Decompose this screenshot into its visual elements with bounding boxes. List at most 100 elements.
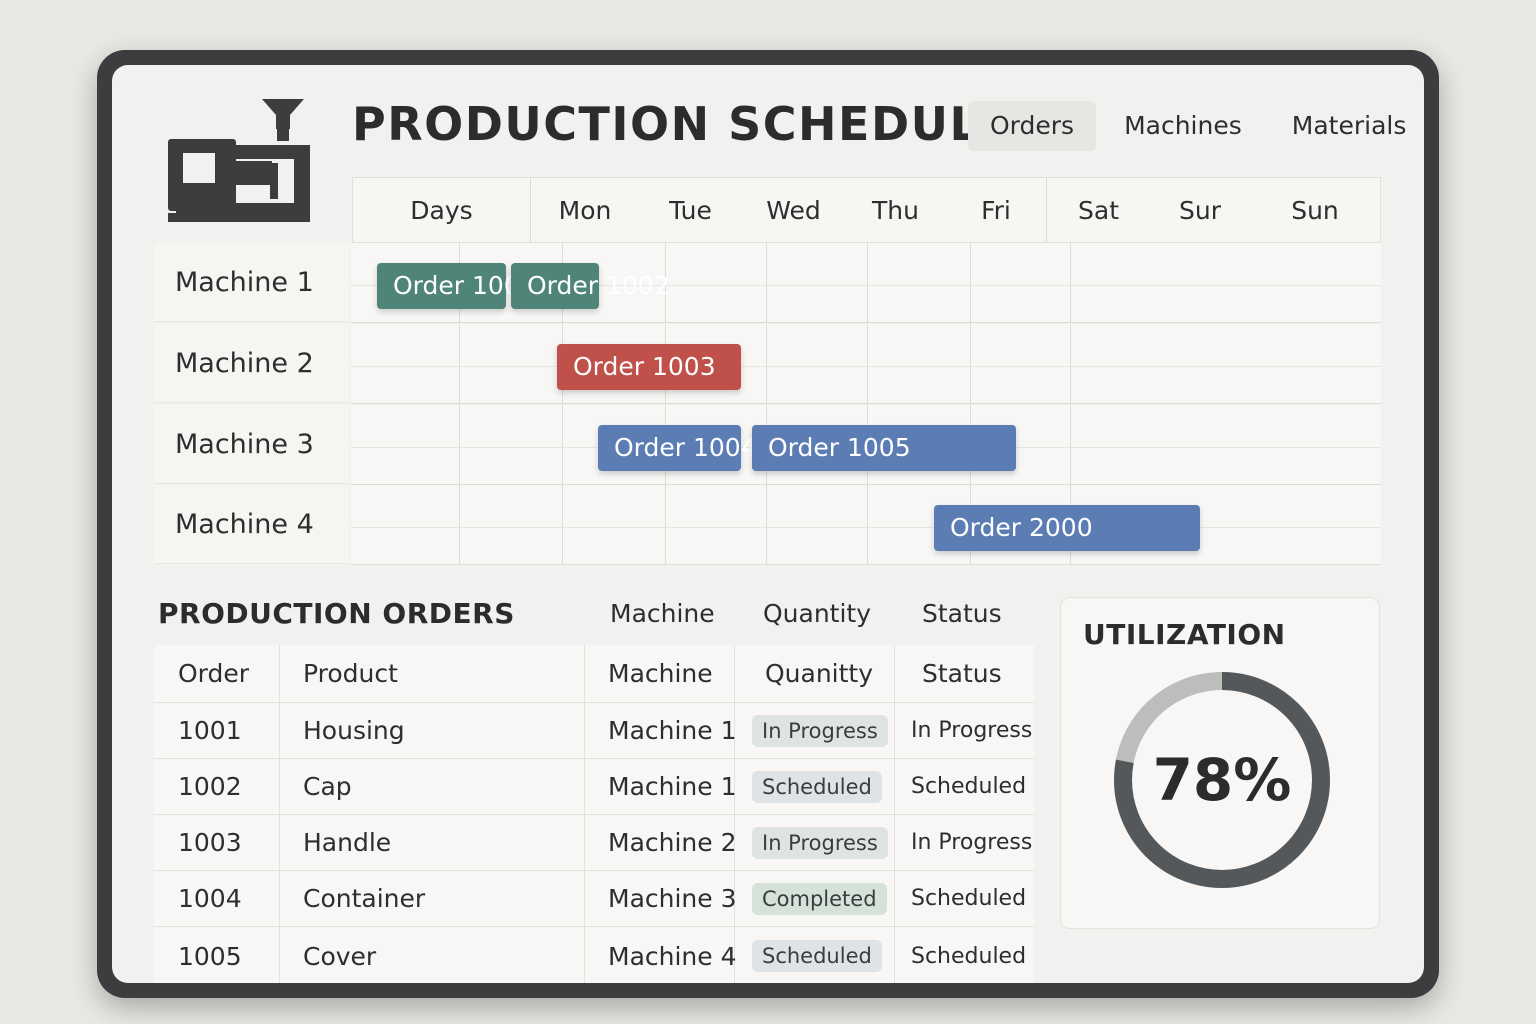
column-header-status[interactable]: Status xyxy=(922,659,1002,688)
product-name: Handle xyxy=(303,828,392,857)
badge-cell: Completed xyxy=(752,871,887,926)
product-name: Cap xyxy=(303,772,352,801)
day-header-wed: Wed xyxy=(766,196,821,225)
day-header-sur: Sur xyxy=(1179,196,1221,225)
grid-line xyxy=(351,527,1381,528)
column-header-machine[interactable]: Machine xyxy=(608,659,713,688)
table-row[interactable]: 1003 Handle Machine 2 In Progress In Pro… xyxy=(154,815,1034,871)
order-bar[interactable]: Order 2000 xyxy=(934,505,1200,551)
order-id: 1002 xyxy=(178,772,242,801)
machine-timeline: Order 2000 xyxy=(351,485,1381,565)
status-text: Scheduled xyxy=(911,774,1027,799)
injection-molding-machine-icon xyxy=(168,99,310,222)
column-header-quantity[interactable]: Quanitty xyxy=(765,659,874,688)
utilization-gauge xyxy=(1114,672,1330,888)
machine-label: Machine 1 xyxy=(154,243,349,322)
day-header-fri: Fri xyxy=(946,178,1047,242)
grid-line xyxy=(459,405,460,484)
table-row[interactable]: 1005 Cover Machine 4 Scheduled Scheduled xyxy=(154,927,1034,983)
machine-timeline: Order 1004 Order 1005 xyxy=(351,405,1381,485)
status-badge: In Progress xyxy=(752,826,888,859)
tab-orders[interactable]: Orders xyxy=(968,101,1097,151)
grid-line xyxy=(351,366,1381,367)
grid-line xyxy=(766,243,767,322)
day-header-sun: Sun xyxy=(1291,196,1339,225)
orders-table: Order Product Machine Quanitty Status 10… xyxy=(154,645,1034,983)
order-id: 1005 xyxy=(178,941,242,971)
status-text: In Progress xyxy=(911,830,1033,855)
badge-cell: Scheduled xyxy=(752,927,882,983)
utilization-title: UTILIZATION xyxy=(1083,618,1286,651)
machine-label: Machine 4 xyxy=(154,485,349,564)
machine-row: Machine 1 Order 1001 Order 1002 xyxy=(154,243,1381,323)
column-header-product[interactable]: Product xyxy=(303,659,398,688)
badge-cell: In Progress xyxy=(752,703,888,758)
grid-line xyxy=(970,243,971,322)
grid-line xyxy=(766,324,767,403)
orders-subheader-quantity: Quantity xyxy=(763,599,872,628)
order-id: 1003 xyxy=(178,828,242,857)
order-bar[interactable]: Order 1002 xyxy=(511,263,670,309)
grid-line xyxy=(562,405,563,484)
machine-row: Machine 4 Order 2000 xyxy=(154,485,1381,565)
product-name: Container xyxy=(303,884,426,913)
grid-line xyxy=(1070,324,1071,403)
device-frame: PRODUCTION SCHEDULE Orders Machines Mate… xyxy=(97,50,1439,998)
days-column-header: Days xyxy=(353,178,531,242)
grid-line xyxy=(562,485,563,564)
schedule-header: Days Mon Tue Wed Thu Fri Sat Sur Sun xyxy=(352,177,1381,243)
order-bar[interactable]: Order 1004 xyxy=(598,425,757,471)
day-header-tue: Tue xyxy=(669,196,712,225)
machine-label: Machine 3 xyxy=(154,405,349,484)
tab-machines[interactable]: Machines xyxy=(1124,111,1242,140)
status-text: In Progress xyxy=(911,718,1033,743)
badge-cell: Scheduled xyxy=(752,759,882,814)
badge-cell: In Progress xyxy=(752,815,888,870)
grid-line xyxy=(459,485,460,564)
grid-line xyxy=(970,324,971,403)
page-title: PRODUCTION SCHEDULE xyxy=(352,97,1014,151)
grid-line xyxy=(766,485,767,564)
order-bar[interactable]: Order 1003 xyxy=(557,344,741,390)
machine-timeline: Order 1003 xyxy=(351,324,1381,404)
orders-subheader-machine: Machine xyxy=(610,599,715,628)
order-bar[interactable]: Order 1001 xyxy=(377,263,536,309)
grid-line xyxy=(665,243,666,322)
table-header-row: Order Product Machine Quanitty Status xyxy=(154,645,1034,703)
order-bar[interactable]: Order 1005 xyxy=(752,425,1016,471)
grid-line xyxy=(867,324,868,403)
grid-line xyxy=(867,485,868,564)
tab-materials[interactable]: Materials xyxy=(1291,111,1407,140)
status-text: Scheduled xyxy=(911,886,1027,911)
schedule-grid: Machine 1 Order 1001 Order 1002 Machine 2… xyxy=(154,243,1381,566)
order-id: 1001 xyxy=(178,716,242,745)
order-id: 1004 xyxy=(178,884,242,913)
orders-subheader-status: Status xyxy=(922,599,1002,628)
machine-row: Machine 3 Order 1004 Order 1005 xyxy=(154,405,1381,485)
status-badge: Scheduled xyxy=(752,940,882,972)
column-header-order[interactable]: Order xyxy=(178,659,250,688)
status-badge: Scheduled xyxy=(752,770,882,803)
table-row[interactable]: 1002 Cap Machine 1 Scheduled Scheduled xyxy=(154,759,1034,815)
app-screen: PRODUCTION SCHEDULE Orders Machines Mate… xyxy=(112,65,1424,983)
machine-label: Machine 2 xyxy=(154,324,349,403)
grid-line xyxy=(459,324,460,403)
utilization-value: 78% xyxy=(1152,746,1292,814)
grid-line xyxy=(665,485,666,564)
product-name: Cover xyxy=(303,941,377,971)
gauge-fill xyxy=(1114,672,1330,888)
machine-name: Machine 3 xyxy=(608,884,737,913)
grid-line xyxy=(351,285,1381,286)
machine-timeline: Order 1001 Order 1002 xyxy=(351,243,1381,323)
machine-name: Machine 4 xyxy=(608,941,737,971)
table-row[interactable]: 1004 Container Machine 3 Completed Sched… xyxy=(154,871,1034,927)
grid-line xyxy=(1070,405,1071,484)
grid-line xyxy=(867,243,868,322)
machine-name: Machine 1 xyxy=(608,716,737,745)
machine-name: Machine 2 xyxy=(608,828,737,857)
machine-row: Machine 2 Order 1003 xyxy=(154,324,1381,404)
day-header-sat: Sat xyxy=(1078,196,1119,225)
product-name: Housing xyxy=(303,716,405,745)
day-header-mon: Mon xyxy=(558,196,612,225)
table-row[interactable]: 1001 Housing Machine 1 In Progress In Pr… xyxy=(154,703,1034,759)
